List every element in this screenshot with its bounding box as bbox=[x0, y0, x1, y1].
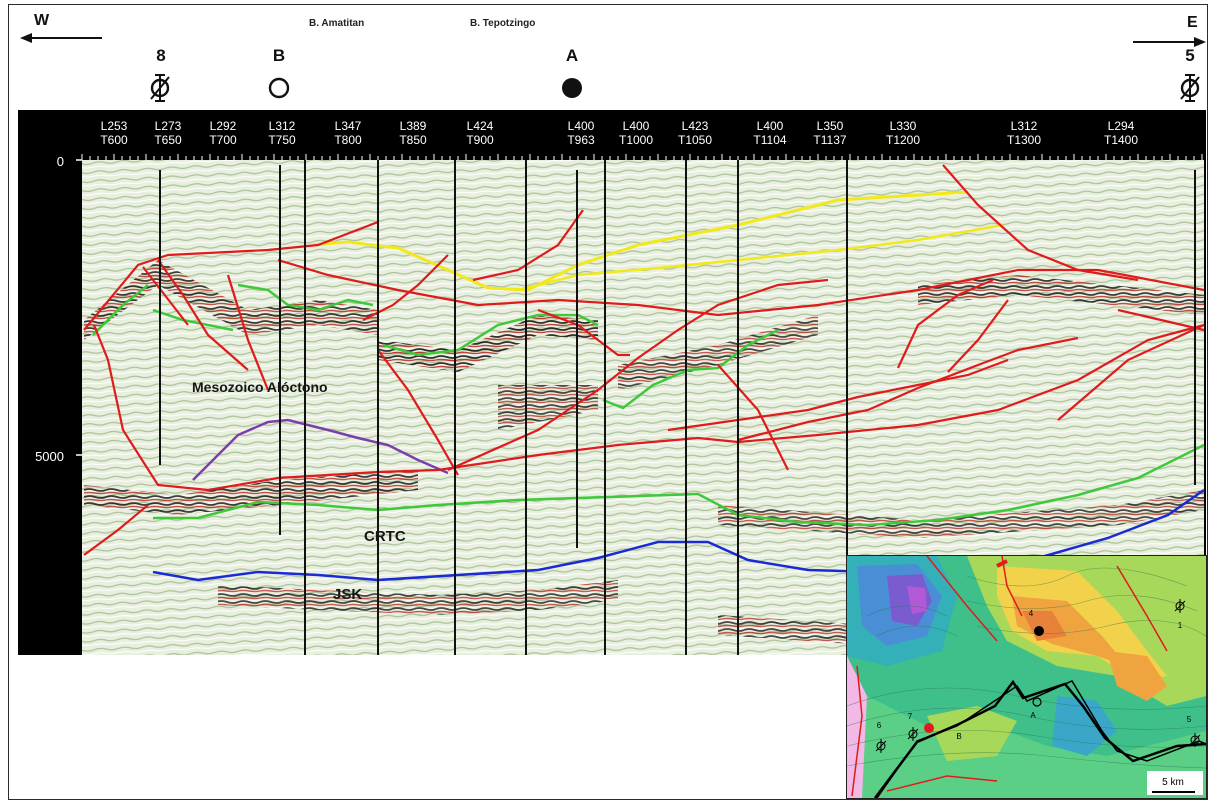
seismic-panel: L253 T600 L273 T650 L292 T700 L312 T750 … bbox=[18, 110, 1206, 655]
inset-well-1-label: 1 bbox=[1178, 621, 1183, 630]
station-trace-label: T1300 bbox=[1007, 133, 1041, 147]
reflector-band bbox=[378, 315, 598, 372]
mesozoic-top-horizon bbox=[237, 283, 374, 312]
mesozoic-top-horizon bbox=[92, 284, 149, 336]
station-trace-label: T600 bbox=[100, 133, 128, 147]
inset-well-4-label: 4 bbox=[1029, 609, 1034, 618]
station-trace-label: T800 bbox=[334, 133, 362, 147]
basin-amatitan-label: B. Amatitan bbox=[309, 18, 365, 29]
west-label: W bbox=[34, 12, 50, 29]
allochthon-base-horizon bbox=[192, 418, 449, 481]
station-trace-label: T700 bbox=[209, 133, 237, 147]
crtc-top-horizon bbox=[153, 443, 1205, 527]
tertiary-horizon-upper bbox=[312, 190, 969, 292]
station-line-label: L253 bbox=[101, 119, 128, 133]
inset-profile-line bbox=[874, 679, 1206, 798]
depth-label-0: 0 bbox=[57, 154, 64, 169]
inset-plugged-well-icon bbox=[875, 739, 887, 753]
figure-frame bbox=[8, 4, 1208, 800]
station-line-label: L423 bbox=[682, 119, 709, 133]
reflector-band bbox=[498, 385, 598, 430]
station-trace-label: T1200 bbox=[886, 133, 920, 147]
reflector-band bbox=[84, 470, 418, 515]
station-line-label: L273 bbox=[155, 119, 182, 133]
filled-circle-icon bbox=[562, 78, 582, 98]
trace-ticks bbox=[81, 154, 1203, 160]
reflector-band bbox=[718, 615, 868, 645]
inset-red-well-icon bbox=[924, 723, 934, 733]
inset-well-7-label: 7 bbox=[908, 712, 913, 721]
station-line-label: L312 bbox=[1011, 119, 1038, 133]
well-symbols bbox=[150, 74, 1200, 102]
station-trace-label: T1137 bbox=[813, 133, 846, 147]
well-8-label: 8 bbox=[156, 46, 166, 65]
jsk-top-horizon bbox=[152, 488, 1205, 582]
inset-plugged-well-icon bbox=[907, 727, 919, 741]
inset-well-5-label: 5 bbox=[1187, 715, 1192, 724]
station-line-label: L389 bbox=[400, 119, 427, 133]
reflector-band bbox=[218, 580, 618, 615]
inset-plugged-well-icon bbox=[1174, 599, 1186, 613]
station-line-label: L330 bbox=[890, 119, 917, 133]
plugged-well-icon bbox=[150, 74, 170, 102]
inset-well-a-label: A bbox=[1030, 711, 1036, 720]
well-b-label: B bbox=[272, 46, 286, 65]
station-labels: L253 T600 L273 T650 L292 T700 L312 T750 … bbox=[100, 119, 1138, 147]
unit-label-mesozoico: Mesozoico Alóctono bbox=[192, 379, 328, 395]
inset-map-svg: 1 4 A B 5 6 7 bbox=[847, 556, 1206, 798]
station-trace-label: T963 bbox=[567, 133, 595, 147]
unit-label-jsk: JSK bbox=[333, 586, 363, 603]
station-trace-label: T750 bbox=[268, 133, 296, 147]
station-trace-label: T1050 bbox=[678, 133, 712, 147]
well-trace-lines bbox=[159, 160, 1196, 655]
inset-well-6-label: 6 bbox=[877, 721, 882, 730]
station-line-label: L400 bbox=[757, 119, 784, 133]
reflector-band bbox=[718, 490, 1204, 538]
plugged-well-icon bbox=[1180, 74, 1200, 102]
inset-map: 1 4 A B 5 6 7 bbox=[846, 555, 1207, 799]
station-line-label: L347 bbox=[335, 119, 362, 133]
east-arrowhead-icon bbox=[1194, 37, 1206, 47]
station-line-label: L294 bbox=[1108, 119, 1135, 133]
depth-label-5000: 5000 bbox=[35, 449, 64, 464]
inset-filled-well-icon bbox=[1034, 626, 1044, 636]
scale-bar-label: 5 km bbox=[1162, 777, 1184, 788]
west-arrowhead-icon bbox=[20, 33, 32, 43]
station-line-label: L312 bbox=[269, 119, 296, 133]
inset-open-well-icon bbox=[1032, 697, 1042, 707]
open-circle-icon bbox=[268, 77, 290, 99]
header-arrows bbox=[20, 33, 1206, 47]
station-line-label: L350 bbox=[817, 119, 844, 133]
mesozoic-top-horizon bbox=[152, 308, 234, 332]
reflector-band bbox=[918, 275, 1204, 315]
inset-plugged-well-icon bbox=[1189, 733, 1201, 747]
mesozoic-top-horizon bbox=[602, 328, 779, 410]
station-trace-label: T650 bbox=[154, 133, 182, 147]
station-line-label: L424 bbox=[467, 119, 494, 133]
station-line-label: L400 bbox=[568, 119, 595, 133]
station-trace-label: T850 bbox=[399, 133, 427, 147]
station-trace-label: T1400 bbox=[1104, 133, 1138, 147]
basin-tepotzingo-label: B. Tepotzingo bbox=[470, 18, 536, 29]
station-trace-label: T1000 bbox=[619, 133, 653, 147]
well-a-label: A bbox=[565, 46, 579, 65]
unit-label-crtc: CRTC bbox=[364, 528, 406, 545]
well-5-label: 5 bbox=[1185, 46, 1195, 65]
station-trace-label: T1104 bbox=[753, 133, 786, 147]
station-trace-label: T900 bbox=[466, 133, 494, 147]
east-label: E bbox=[1187, 14, 1198, 31]
station-line-label: L400 bbox=[623, 119, 650, 133]
station-line-label: L292 bbox=[210, 119, 237, 133]
inset-well-b-label: B bbox=[956, 732, 961, 741]
